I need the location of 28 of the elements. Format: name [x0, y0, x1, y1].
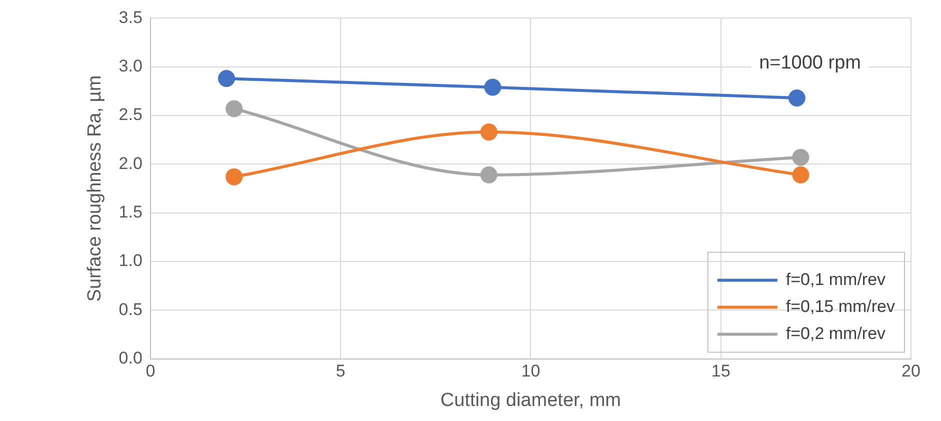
x-tick-label: 20: [902, 362, 920, 381]
y-tick-label: 2.5: [118, 105, 142, 124]
y-tick-label: 3.5: [118, 8, 142, 27]
legend-label: f=0,1 mm/rev: [786, 270, 886, 289]
point: [480, 124, 498, 141]
y-axis-title: Surface roughness Ra, µm: [84, 75, 106, 302]
y-tick-label: 1.5: [118, 202, 142, 222]
point: [218, 70, 235, 88]
x-tick-label: 15: [711, 362, 730, 381]
point: [226, 168, 243, 186]
point: [480, 166, 498, 184]
legend-label: f=0,2 mm/rev: [786, 324, 886, 343]
y-tick-label: 1.0: [118, 251, 142, 270]
legend-label: f=0,15 mm/rev: [786, 296, 896, 316]
point: [788, 90, 806, 106]
point: [792, 148, 810, 166]
y-tick-label: 2.0: [118, 154, 142, 173]
point: [226, 100, 243, 118]
x-tick-label: 5: [336, 362, 346, 381]
annotation: n=1000 rpm: [759, 52, 861, 74]
point: [484, 78, 502, 96]
point: [792, 166, 810, 184]
y-tick-label: 3.0: [118, 56, 142, 76]
x-axis-title: Cutting diameter, mm: [440, 390, 622, 411]
x-tick-label: 0: [146, 362, 156, 381]
x-tick-label: 10: [521, 362, 540, 381]
y-tick-label: 0.0: [118, 348, 142, 368]
y-tick-label: 0.5: [118, 300, 142, 319]
